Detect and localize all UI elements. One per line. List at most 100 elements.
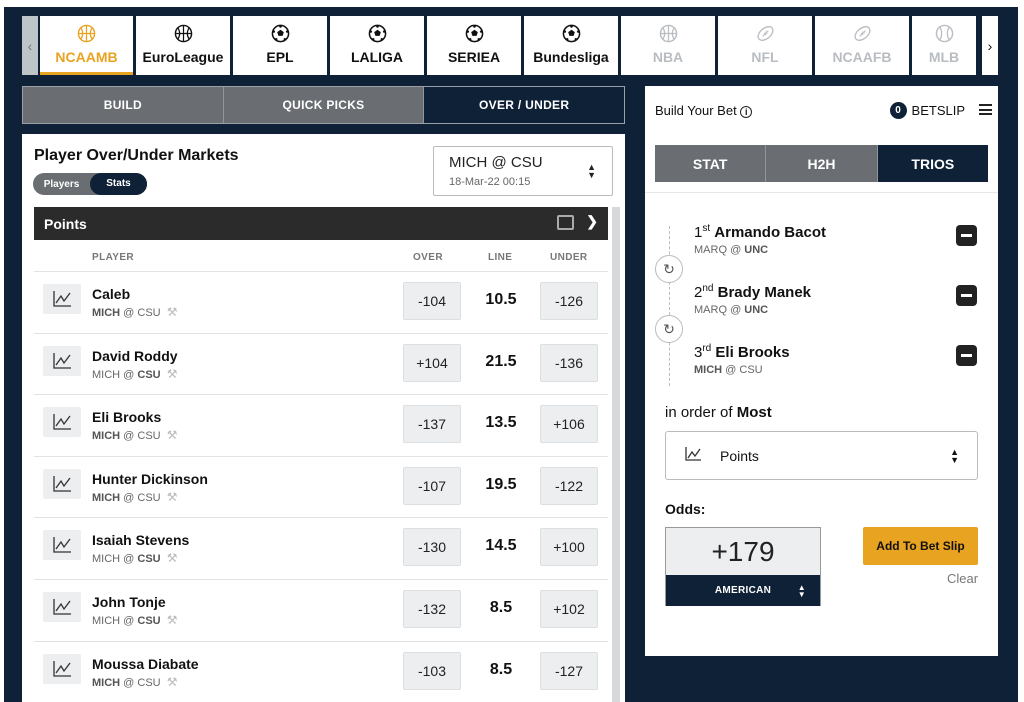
remove-pick-button[interactable] bbox=[956, 285, 977, 306]
chart-icon[interactable] bbox=[43, 407, 81, 438]
tab-h2h[interactable]: H2H bbox=[766, 145, 878, 182]
player-name[interactable]: Caleb bbox=[92, 286, 131, 302]
odds-format-select[interactable]: AMERICAN ▲ ▼ bbox=[666, 575, 820, 606]
hammer-icon: ⚒ bbox=[166, 428, 178, 443]
football-icon bbox=[853, 24, 872, 43]
under-odds-button[interactable]: -136 bbox=[540, 343, 598, 382]
over-odds-button[interactable]: -103 bbox=[403, 651, 461, 690]
scrollbar[interactable] bbox=[612, 207, 620, 702]
tab-build[interactable]: BUILD bbox=[23, 87, 224, 123]
sport-tab-mlb[interactable]: MLB bbox=[912, 16, 976, 75]
odds-label: Odds: bbox=[665, 501, 706, 517]
sport-tab-nfl[interactable]: NFL bbox=[718, 16, 812, 75]
tab-trios[interactable]: TRIOS bbox=[877, 145, 988, 182]
sport-tab-ncaamb[interactable]: NCAAMB bbox=[40, 16, 133, 75]
mode-tabs: BUILD QUICK PICKS OVER / UNDER bbox=[22, 86, 625, 124]
sport-tab-label: Bundesliga bbox=[533, 49, 609, 65]
player-match: MICH @ CSU ⚒ bbox=[92, 367, 177, 381]
under-odds-button[interactable]: +106 bbox=[540, 405, 598, 444]
over-odds-button[interactable]: +104 bbox=[403, 343, 461, 382]
chevron-down-icon[interactable]: ❯ bbox=[586, 213, 598, 229]
scroll-right-arrow-icon[interactable]: › bbox=[982, 16, 998, 75]
sport-tab-nba[interactable]: NBA bbox=[621, 16, 715, 75]
sport-tab-ncaafb[interactable]: NCAAFB bbox=[815, 16, 909, 75]
chart-icon[interactable] bbox=[43, 653, 81, 684]
at-sign: @ bbox=[730, 304, 742, 316]
chart-icon[interactable] bbox=[43, 468, 81, 499]
over-odds-button[interactable]: -107 bbox=[403, 466, 461, 505]
chart-icon[interactable] bbox=[43, 530, 81, 561]
add-to-bet-slip-button[interactable]: Add To Bet Slip bbox=[863, 527, 978, 565]
tab-quick-picks[interactable]: QUICK PICKS bbox=[223, 87, 425, 123]
soccer-ball-icon bbox=[465, 24, 484, 43]
player-name[interactable]: Moussa Diabate bbox=[92, 655, 199, 672]
tab-stat[interactable]: STAT bbox=[655, 145, 767, 182]
hammer-icon: ⚒ bbox=[166, 674, 178, 689]
under-odds-button[interactable]: -122 bbox=[540, 466, 598, 505]
player-name[interactable]: Hunter Dickinson bbox=[92, 470, 208, 487]
sport-tab-bundesliga[interactable]: Bundesliga bbox=[524, 16, 618, 75]
add-stack-icon[interactable] bbox=[557, 215, 574, 230]
stat-select[interactable]: Points ▲ ▼ bbox=[665, 431, 978, 480]
over-odds-button[interactable]: -104 bbox=[403, 282, 461, 320]
betslip-button[interactable]: 0 BETSLIP bbox=[889, 102, 965, 119]
odds-box: +179 AMERICAN ▲ ▼ bbox=[665, 527, 821, 606]
sport-tab-seriea[interactable]: SERIEA bbox=[427, 16, 521, 75]
remove-pick-button[interactable] bbox=[956, 225, 977, 246]
away-team: MICH bbox=[92, 430, 121, 443]
hammer-icon: ⚒ bbox=[166, 366, 178, 381]
game-select[interactable]: MICH @ CSU 18-Mar-22 00:15 ▲ ▼ bbox=[433, 146, 613, 196]
remove-pick-button[interactable] bbox=[956, 345, 977, 366]
sport-tab-euroleague[interactable]: EuroLeague bbox=[136, 16, 230, 75]
basketball-icon bbox=[77, 24, 96, 43]
trio-pick: 3rd Eli Brooks MICH @ CSU bbox=[694, 343, 790, 376]
over-odds-button[interactable]: -137 bbox=[403, 405, 461, 444]
player-name[interactable]: Isaiah Stevens bbox=[92, 532, 190, 549]
under-odds-button[interactable]: -127 bbox=[540, 651, 598, 690]
stat-select-value: Points bbox=[720, 447, 759, 464]
divider bbox=[645, 192, 998, 193]
over-odds-button[interactable]: -130 bbox=[403, 528, 461, 567]
pick-rank-suffix: rd bbox=[702, 343, 712, 354]
chart-icon[interactable] bbox=[43, 345, 81, 376]
line-value: 21.5 bbox=[485, 352, 517, 370]
sport-tab-laliga[interactable]: LALIGA bbox=[330, 16, 424, 75]
sport-tabs: ‹ NCAAMB EuroLeague EPL LALIGA SERIEA Bundesl… bbox=[22, 16, 998, 75]
pick-connector bbox=[669, 226, 670, 386]
swap-icon[interactable]: ↻ bbox=[655, 315, 683, 343]
at-sign: @ bbox=[123, 491, 135, 504]
tab-over-under[interactable]: OVER / UNDER bbox=[424, 87, 625, 123]
home-team: CSU bbox=[137, 676, 161, 689]
over-odds-button[interactable]: -132 bbox=[403, 590, 461, 628]
game-label: MICH @ CSU bbox=[449, 154, 543, 171]
col-line: LINE bbox=[488, 252, 513, 263]
info-icon[interactable]: i bbox=[740, 106, 753, 118]
players-stats-toggle[interactable]: Players Stats bbox=[33, 173, 147, 195]
sport-tab-epl[interactable]: EPL bbox=[233, 16, 327, 75]
menu-icon[interactable] bbox=[979, 104, 992, 115]
scroll-left-arrow-icon[interactable]: ‹ bbox=[22, 16, 38, 75]
chart-icon[interactable] bbox=[43, 592, 81, 622]
swap-icon[interactable]: ↻ bbox=[655, 255, 683, 283]
player-name[interactable]: David Roddy bbox=[92, 347, 178, 364]
player-name[interactable]: John Tonje bbox=[92, 594, 166, 610]
at-sign: @ bbox=[725, 364, 737, 376]
football-icon bbox=[756, 24, 775, 43]
player-name[interactable]: Eli Brooks bbox=[92, 409, 162, 426]
category-header[interactable]: Points ❯ bbox=[34, 207, 608, 240]
clear-link[interactable]: Clear bbox=[947, 571, 979, 586]
under-odds-button[interactable]: +102 bbox=[540, 590, 598, 628]
under-odds-button[interactable]: -126 bbox=[540, 282, 598, 320]
toggle-stats[interactable]: Stats bbox=[90, 173, 147, 195]
chart-icon[interactable] bbox=[43, 284, 81, 314]
toggle-players[interactable]: Players bbox=[43, 178, 80, 190]
trio-pick: 2nd Brady Manek MARQ @ UNC bbox=[694, 283, 811, 316]
line-value: 8.5 bbox=[489, 599, 513, 616]
pick-match: MICH @ CSU bbox=[694, 364, 790, 376]
under-odds-button[interactable]: +100 bbox=[540, 528, 598, 567]
trio-pick: 1st Armando Bacot MARQ @ UNC bbox=[694, 223, 826, 256]
pick-rank: 3 bbox=[694, 344, 703, 361]
sport-tab-label: EPL bbox=[266, 49, 294, 65]
line-value: 13.5 bbox=[485, 414, 517, 432]
col-player: PLAYER bbox=[92, 252, 135, 263]
